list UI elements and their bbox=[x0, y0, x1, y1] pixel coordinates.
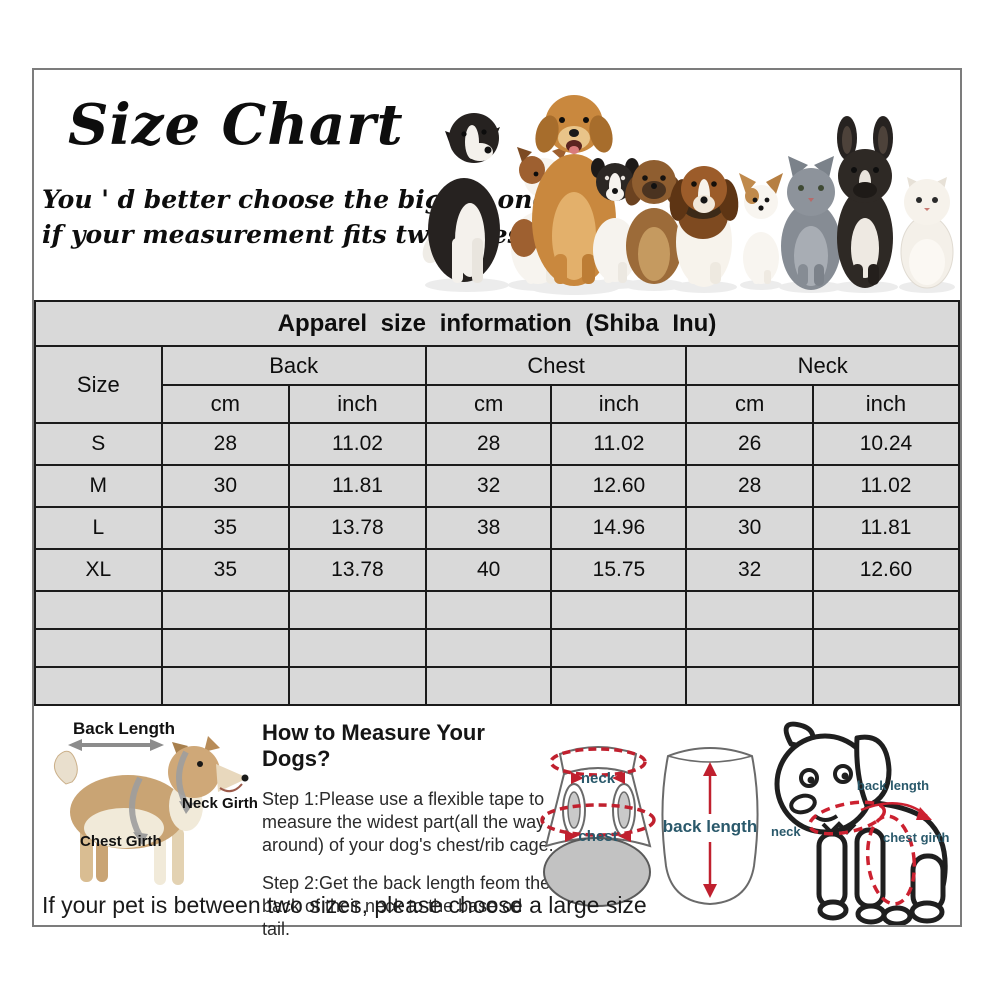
table-cell: 14.96 bbox=[550, 506, 688, 550]
table-cell: 11.02 bbox=[811, 464, 961, 508]
table-cell: 26 bbox=[685, 422, 814, 466]
chest-girth-label: Chest Girth bbox=[80, 833, 162, 850]
table-cell-empty bbox=[550, 628, 688, 668]
unit-header: cm bbox=[424, 384, 553, 424]
table-cell-empty bbox=[160, 628, 291, 668]
black-white-puppy bbox=[591, 158, 639, 283]
table-cell-empty bbox=[288, 590, 427, 630]
column-group-neck: Neck bbox=[685, 345, 960, 386]
column-header-size: Size bbox=[34, 345, 163, 424]
how-to-measure-section: How to Measure Your Dogs? Step 1:Please … bbox=[262, 720, 554, 956]
table-cell-empty bbox=[811, 666, 961, 706]
size-table-title: Apparel size information (Shiba Inu) bbox=[34, 300, 960, 347]
table-cell-empty bbox=[160, 590, 291, 630]
garment-back-diagram: back length bbox=[661, 747, 759, 906]
table-cell-empty bbox=[424, 666, 553, 706]
puppy-chest-girth-label: chest girth bbox=[883, 830, 950, 845]
table-cell-empty bbox=[550, 666, 688, 706]
gray-cat bbox=[781, 156, 841, 290]
table-cell: 35 bbox=[160, 548, 291, 592]
table-cell-empty bbox=[550, 590, 688, 630]
table-cell-empty bbox=[685, 666, 814, 706]
table-cell: 11.81 bbox=[811, 506, 961, 550]
beagle bbox=[669, 166, 739, 287]
garment-back-length-label: back length bbox=[663, 817, 757, 836]
table-cell: 40 bbox=[424, 548, 553, 592]
how-to-measure-heading: How to Measure Your Dogs? bbox=[262, 720, 485, 771]
table-row-empty bbox=[34, 666, 961, 706]
table-cell-empty bbox=[34, 628, 163, 668]
table-cell: 28 bbox=[685, 464, 814, 508]
border-collie bbox=[422, 113, 500, 283]
page-title: Size Chart bbox=[68, 92, 404, 158]
french-bulldog bbox=[837, 116, 893, 288]
table-cell-empty bbox=[685, 590, 814, 630]
table-cell: 13.78 bbox=[288, 548, 427, 592]
table-cell: 30 bbox=[685, 506, 814, 550]
table-cell-empty bbox=[288, 666, 427, 706]
size-advice-note: If your pet is between two sizes, please… bbox=[42, 892, 647, 918]
table-cell: 35 bbox=[160, 506, 291, 550]
table-cell: 11.81 bbox=[288, 464, 427, 508]
table-cell: 38 bbox=[424, 506, 553, 550]
table-cell: 11.02 bbox=[288, 422, 427, 466]
table-row-s: S 28 11.02 28 11.02 26 10.24 bbox=[34, 422, 961, 466]
dogs-and-cats-photo bbox=[422, 95, 955, 295]
table-cell: 15.75 bbox=[550, 548, 688, 592]
table-row-empty bbox=[34, 590, 961, 630]
table-cell: 32 bbox=[685, 548, 814, 592]
garment-front-diagram: neck chest bbox=[540, 746, 656, 907]
table-cell: 32 bbox=[424, 464, 553, 508]
table-row-l: L 35 13.78 38 14.96 30 11.81 bbox=[34, 506, 961, 550]
unit-header: inch bbox=[811, 384, 961, 424]
table-cell: 30 bbox=[160, 464, 291, 508]
puppy-neck-label: neck bbox=[771, 824, 801, 839]
size-label: XL bbox=[34, 548, 163, 592]
table-cell: 12.60 bbox=[811, 548, 961, 592]
pekingese bbox=[625, 160, 683, 284]
column-group-back: Back bbox=[160, 345, 427, 386]
table-cell: 12.60 bbox=[550, 464, 688, 508]
unit-header: inch bbox=[288, 384, 427, 424]
table-row-xl: XL 35 13.78 40 15.75 32 12.60 bbox=[34, 548, 961, 592]
table-cell-empty bbox=[685, 628, 814, 668]
table-cell: 28 bbox=[160, 422, 291, 466]
puppy-measurement-sketch: back length neck chest girth bbox=[771, 721, 950, 925]
table-cell-empty bbox=[424, 590, 553, 630]
table-row-m: M 30 11.81 32 12.60 28 11.02 bbox=[34, 464, 961, 508]
chihuahua bbox=[739, 173, 783, 284]
table-cell: 28 bbox=[424, 422, 553, 466]
garment-neck-label: neck bbox=[581, 770, 616, 787]
garment-measurement-diagrams: neck chest back length bbox=[540, 746, 759, 907]
table-cell-empty bbox=[811, 628, 961, 668]
table-cell-empty bbox=[34, 590, 163, 630]
measure-step-2: Step 2:Get the back length feom the back… bbox=[262, 873, 551, 939]
table-cell-empty bbox=[160, 666, 291, 706]
table-cell: 13.78 bbox=[288, 506, 427, 550]
unit-header: inch bbox=[550, 384, 688, 424]
puppy-back-length-label: back length bbox=[857, 778, 929, 793]
table-cell: 10.24 bbox=[811, 422, 961, 466]
table-cell-empty bbox=[424, 628, 553, 668]
white-persian-cat bbox=[900, 177, 954, 289]
table-cell-empty bbox=[34, 666, 163, 706]
table-cell: 11.02 bbox=[550, 422, 688, 466]
table-row-empty bbox=[34, 628, 961, 668]
neck-girth-label: Neck Girth bbox=[182, 795, 258, 812]
measure-step-1: Step 1:Please use a flexible tape to mea… bbox=[262, 789, 554, 855]
size-label: S bbox=[34, 422, 163, 466]
size-label: M bbox=[34, 464, 163, 508]
content-frame: Size Chart You ' d better choose the big… bbox=[32, 68, 962, 939]
column-group-chest: Chest bbox=[424, 345, 688, 386]
size-table: Apparel size information (Shiba Inu) Siz… bbox=[34, 300, 961, 706]
back-length-label: Back Length bbox=[73, 719, 175, 738]
garment-chest-label: chest bbox=[578, 828, 617, 845]
unit-header: cm bbox=[685, 384, 814, 424]
table-cell-empty bbox=[811, 590, 961, 630]
golden-retriever bbox=[532, 95, 616, 286]
table-cell-empty bbox=[288, 628, 427, 668]
dog-measurement-illustration: Back Length Neck Girth Chest Girth bbox=[53, 719, 258, 885]
size-label: L bbox=[34, 506, 163, 550]
unit-header: cm bbox=[160, 384, 291, 424]
